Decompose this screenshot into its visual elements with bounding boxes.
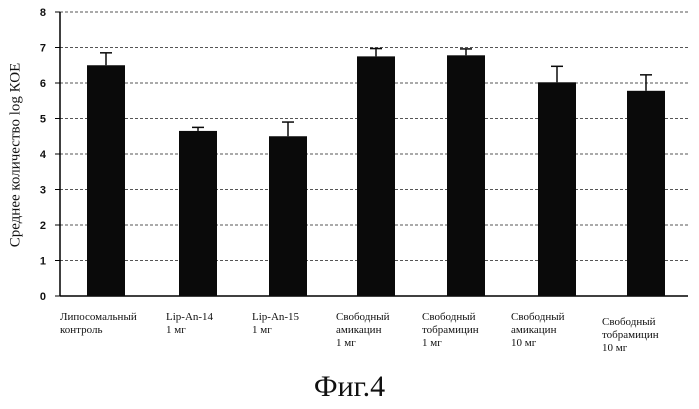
x-category-label: Lip-An-14 1 мг — [166, 311, 213, 337]
bar — [357, 56, 395, 296]
x-category-label: Свободный тобрамицин 10 мг — [602, 316, 659, 355]
y-tick-label: 4 — [40, 149, 47, 161]
y-tick-label: 3 — [40, 185, 46, 197]
y-tick-label: 6 — [40, 78, 46, 90]
y-axis-title: Среднее количество log КОЕ — [8, 63, 25, 248]
y-tick-labels: 0 1 2 3 4 5 6 7 8 — [40, 7, 47, 303]
bar — [87, 65, 125, 296]
bar — [179, 131, 217, 296]
y-tick-label: 8 — [40, 7, 46, 19]
bar — [269, 136, 307, 296]
bar — [447, 55, 485, 296]
bar — [627, 91, 665, 296]
y-tick-label: 1 — [40, 256, 46, 268]
x-category-label: Свободный амикацин 1 мг — [336, 311, 390, 350]
bar — [538, 82, 576, 296]
y-tick-label: 7 — [40, 43, 46, 55]
bars — [87, 49, 665, 296]
x-category-label: Свободный амикацин 10 мг — [511, 311, 565, 350]
y-tick-label: 0 — [40, 291, 46, 303]
y-tick-label: 5 — [40, 114, 46, 126]
y-tick-label: 2 — [40, 220, 46, 232]
x-category-label: Липосомальный контроль — [60, 311, 137, 337]
x-category-label: Lip-An-15 1 мг — [252, 311, 299, 337]
figure-caption: Фиг.4 — [0, 370, 699, 404]
x-category-label: Свободный тобрамицин 1 мг — [422, 311, 479, 350]
